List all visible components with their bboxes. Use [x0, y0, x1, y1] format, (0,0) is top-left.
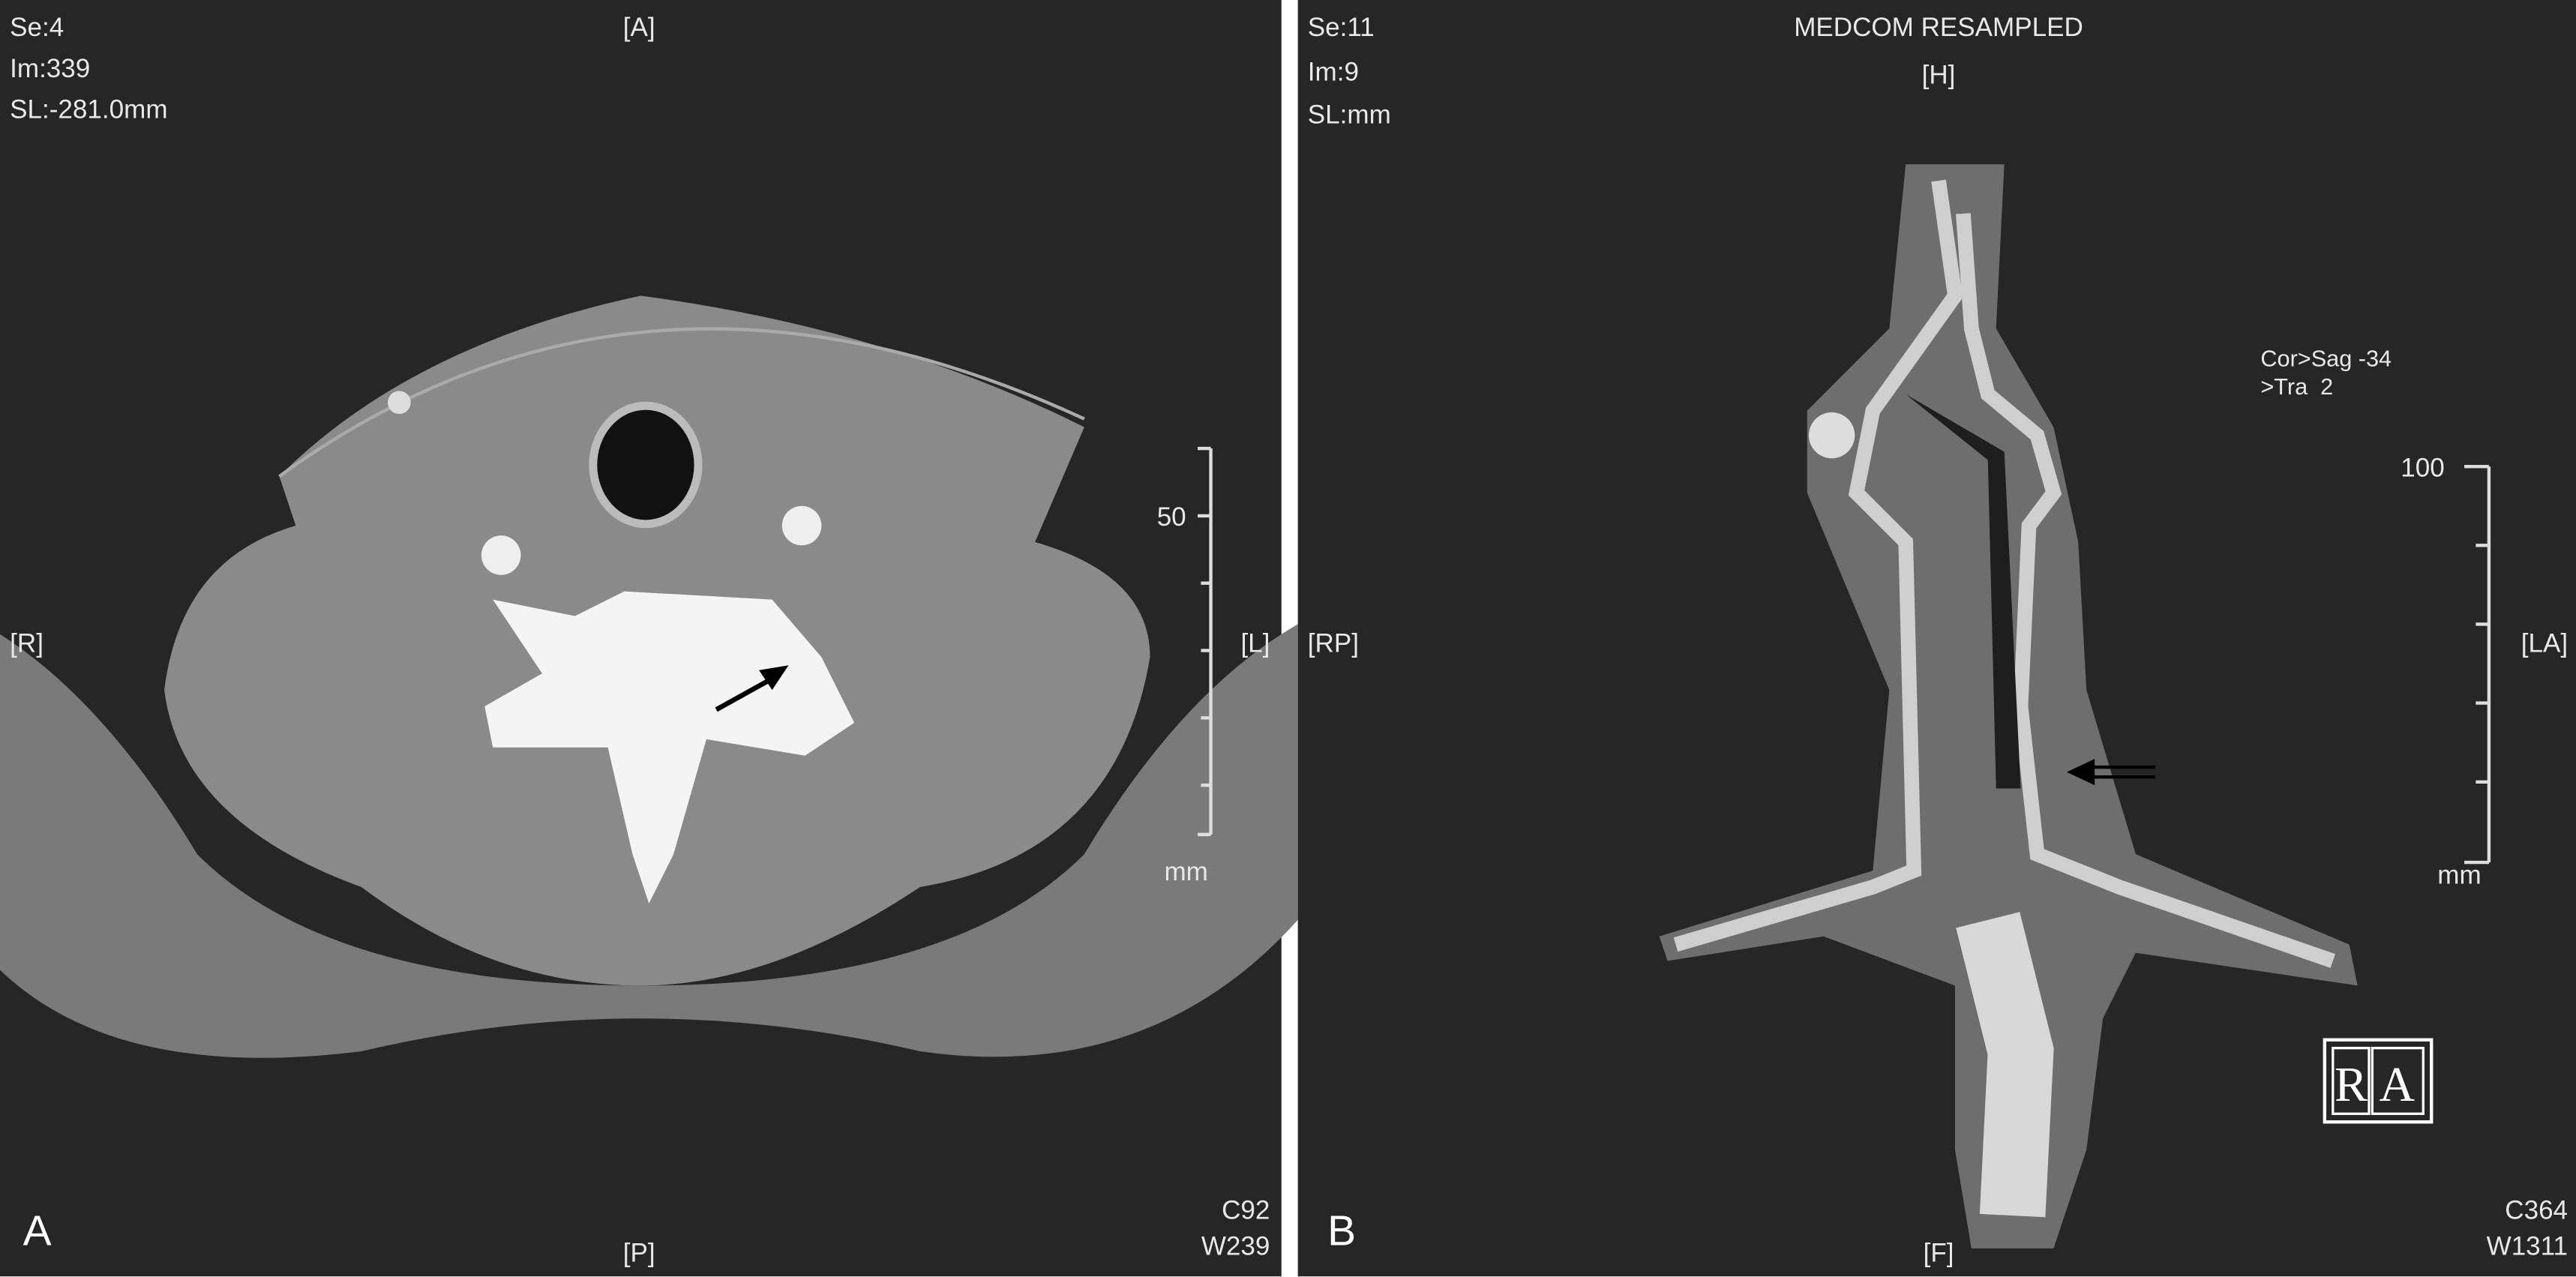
orientation: [LA] [2521, 629, 2568, 658]
header: MEDCOM RESAMPLED [1794, 13, 2083, 42]
info: Im:9 [1308, 57, 1359, 86]
orientation: [R] [10, 629, 43, 658]
window: W1311 [2487, 1232, 2568, 1261]
panel-letter: A [23, 1207, 52, 1255]
view-info: Cor>Sag -34 [2260, 346, 2392, 372]
coronal-angio [1659, 164, 2358, 1249]
orientation: [H] [1922, 61, 1956, 90]
info: SL:mm [1308, 100, 1391, 129]
orientation: [F] [1924, 1238, 1954, 1267]
info: Im:339 [10, 54, 90, 83]
scale-unit: mm [1164, 857, 1207, 886]
orientation: [P] [623, 1238, 655, 1267]
scale-label: 100 [2401, 453, 2444, 482]
window: W239 [1201, 1232, 1270, 1261]
orientation: [A] [623, 13, 655, 42]
view-info: >Tra 2 [2260, 374, 2333, 400]
window: C92 [1222, 1195, 1270, 1225]
orientation: [L] [1240, 629, 1270, 658]
marker-letter: R [2335, 1057, 2368, 1112]
scale-bar-b [2464, 464, 2491, 865]
orientation-marker: R A [2323, 1038, 2434, 1124]
window: C364 [2505, 1195, 2568, 1225]
scale-label: 50 [1157, 502, 1186, 532]
axial-ct [0, 295, 1298, 1058]
info: Se:4 [10, 13, 64, 42]
panel-letter: B [1327, 1207, 1356, 1255]
info: SL:-281.0mm [10, 95, 167, 124]
scale-unit: mm [2437, 861, 2481, 890]
orientation: [RP] [1308, 629, 1359, 658]
marker-letter: A [2379, 1057, 2414, 1112]
info: Se:11 [1308, 13, 1375, 42]
scale-bar-a [1198, 446, 1213, 837]
